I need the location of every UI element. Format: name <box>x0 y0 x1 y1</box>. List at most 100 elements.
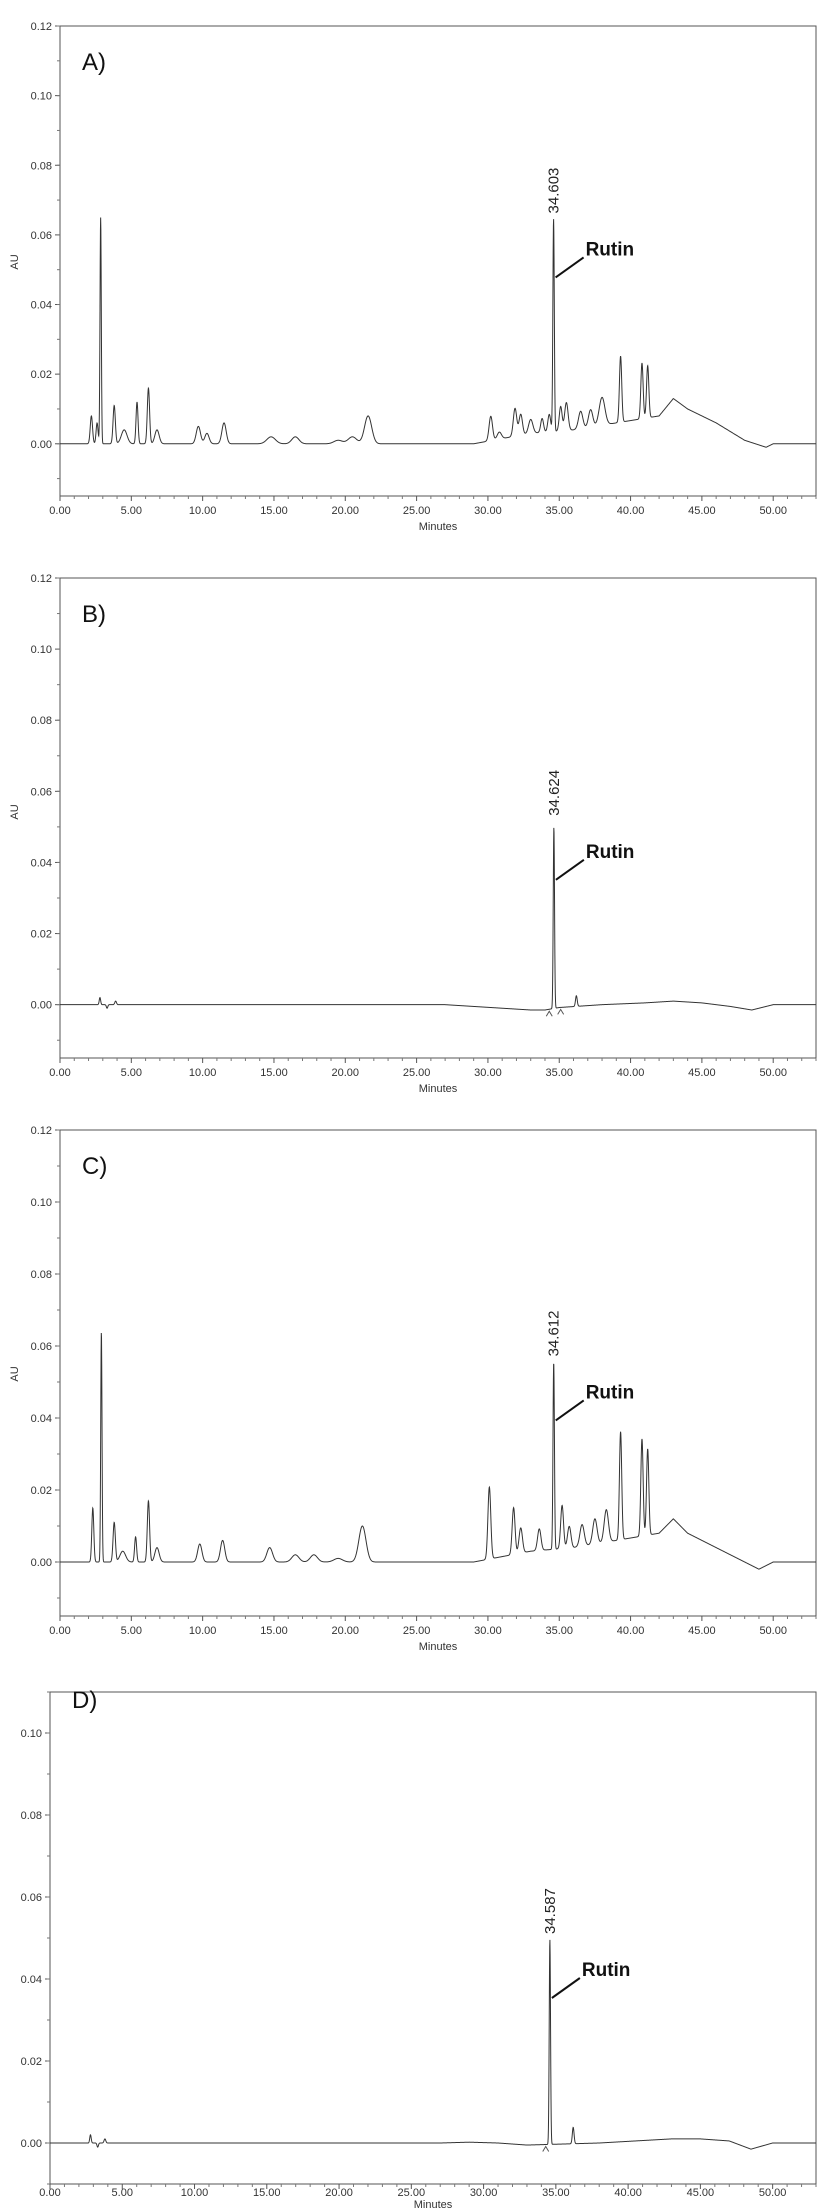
chromatogram-b-svg: 0.00 0.02 0.04 0.06 0.08 0.10 0.12 0.00 5.00 10.0… <box>9 573 817 1095</box>
chromatogram-d-svg: 0.00 0.02 0.04 0.06 0.08 0.10 0.00 5.00 10.00 15.… <box>21 1687 817 2210</box>
peak-leader-line <box>555 858 585 881</box>
x-tick-label: 15.00 <box>260 505 288 517</box>
x-tick-label: 40.00 <box>617 505 645 517</box>
y-axis-title: AU <box>9 1366 21 1381</box>
x-tick-label: 5.00 <box>112 2187 133 2199</box>
y-tick-label: 0.02 <box>31 929 52 941</box>
y-tick-label: 0.10 <box>21 1728 42 1740</box>
y-axis-title: AU <box>9 254 21 269</box>
peak-retention-time: 34.624 <box>546 770 563 816</box>
panel-label: B) <box>82 601 106 628</box>
x-tick-label: 50.00 <box>759 1625 787 1637</box>
x-tick-label: 40.00 <box>617 1625 645 1637</box>
y-tick-label: 0.12 <box>31 1125 52 1137</box>
x-tick-label: 15.00 <box>260 1625 288 1637</box>
plot-frame <box>59 25 817 497</box>
y-tick-label: 0.06 <box>21 1892 42 1904</box>
x-tick-label: 25.00 <box>398 2187 426 2199</box>
x-tick-label: 50.00 <box>759 1067 787 1079</box>
y-tick-label: 0.08 <box>31 1269 52 1281</box>
y-tick-label: 0.00 <box>31 1000 52 1012</box>
y-tick-label: 0.08 <box>31 715 52 727</box>
y-tick-label: 0.00 <box>21 2138 42 2150</box>
x-tick-label: 5.00 <box>121 505 142 517</box>
x-tick-label: 45.00 <box>688 1625 716 1637</box>
y-tick-label: 0.12 <box>31 21 52 33</box>
peak-leader-line <box>555 1399 585 1422</box>
x-tick-label: 10.00 <box>181 2187 209 2199</box>
x-tick-label: 20.00 <box>332 505 360 517</box>
x-tick-label: 25.00 <box>403 1067 431 1079</box>
x-tick-label: 25.00 <box>403 1625 431 1637</box>
y-tick-label: 0.10 <box>31 91 52 103</box>
integration-marker <box>557 1008 565 1015</box>
y-tick-label: 0.10 <box>31 644 52 656</box>
x-tick-label: 40.00 <box>614 2187 642 2199</box>
x-tick-label: 40.00 <box>617 1067 645 1079</box>
y-axis-title: AU <box>9 804 21 819</box>
x-tick-label: 0.00 <box>49 1067 70 1079</box>
x-tick-label: 20.00 <box>332 1067 360 1079</box>
y-tick-label: 0.06 <box>31 1341 52 1353</box>
x-tick-label: 0.00 <box>49 505 70 517</box>
x-tick-label: 30.00 <box>474 1067 502 1079</box>
chromatogram-trace <box>60 1332 816 1570</box>
x-tick-label: 5.00 <box>121 1067 142 1079</box>
x-tick-label: 20.00 <box>332 1625 360 1637</box>
y-tick-label: 0.02 <box>31 369 52 381</box>
panel-label: C) <box>82 1153 107 1180</box>
chromatogram-panel-a: 0.00 0.02 0.04 0.06 0.08 0.10 0.12 0.00 5.00 10.0… <box>0 0 827 552</box>
x-tick-label: 45.00 <box>688 1067 716 1079</box>
peak-name-label: Rutin <box>586 239 635 260</box>
y-tick-label: 0.00 <box>31 1557 52 1569</box>
peak-name-label: Rutin <box>582 1960 631 1981</box>
y-tick-label: 0.12 <box>31 573 52 585</box>
x-tick-label: 15.00 <box>260 1067 288 1079</box>
x-tick-label: 30.00 <box>474 505 502 517</box>
y-tick-label: 0.06 <box>31 230 52 242</box>
integration-marker <box>542 2145 550 2152</box>
x-tick-label: 10.00 <box>189 1625 217 1637</box>
x-tick-label: 35.00 <box>545 1625 573 1637</box>
x-tick-label: 35.00 <box>545 505 573 517</box>
panel-label: D) <box>72 1687 97 1714</box>
peak-leader-line <box>555 256 585 279</box>
x-tick-label: 30.00 <box>474 1625 502 1637</box>
x-tick-label: 15.00 <box>253 2187 281 2199</box>
chromatogram-trace <box>50 1939 816 2150</box>
x-tick-label: 20.00 <box>325 2187 353 2199</box>
peak-leader-line <box>551 1977 581 1999</box>
x-tick-label: 10.00 <box>189 505 217 517</box>
chromatogram-panel-d: 0.00 0.02 0.04 0.06 0.08 0.10 0.00 5.00 10.00 15.… <box>0 1658 827 2210</box>
peak-retention-time: 34.612 <box>546 1311 563 1357</box>
plot-frame <box>49 1691 817 2185</box>
chromatogram-c-svg: 0.00 0.02 0.04 0.06 0.08 0.10 0.12 0.00 5.00 10.0… <box>9 1125 817 1653</box>
y-tick-label: 0.04 <box>31 857 52 869</box>
y-tick-label: 0.04 <box>31 1413 52 1425</box>
x-tick-label: 0.00 <box>49 1625 70 1637</box>
chromatogram-a-svg: 0.00 0.02 0.04 0.06 0.08 0.10 0.12 0.00 5.00 10.0… <box>9 21 817 533</box>
y-tick-label: 0.10 <box>31 1197 52 1209</box>
x-tick-label: 10.00 <box>189 1067 217 1079</box>
x-axis-title: Minutes <box>414 2199 453 2210</box>
y-tick-label: 0.04 <box>21 1974 42 1986</box>
y-tick-label: 0.02 <box>31 1485 52 1497</box>
plot-frame <box>59 577 817 1059</box>
x-axis-title: Minutes <box>419 1641 458 1653</box>
x-tick-label: 50.00 <box>759 2187 787 2199</box>
x-tick-label: 35.00 <box>542 2187 570 2199</box>
y-tick-label: 0.06 <box>31 786 52 798</box>
x-axis-title: Minutes <box>419 1083 458 1095</box>
x-tick-label: 45.00 <box>687 2187 715 2199</box>
y-tick-label: 0.00 <box>31 439 52 451</box>
panel-label: A) <box>82 49 106 76</box>
peak-retention-time: 34.603 <box>546 168 563 214</box>
chromatogram-trace <box>60 827 816 1011</box>
x-tick-label: 5.00 <box>121 1625 142 1637</box>
chromatogram-trace <box>60 217 816 448</box>
y-tick-label: 0.02 <box>21 2056 42 2068</box>
y-tick-label: 0.08 <box>21 1810 42 1822</box>
x-tick-label: 50.00 <box>759 505 787 517</box>
x-axis-title: Minutes <box>419 521 458 533</box>
y-tick-label: 0.04 <box>31 300 52 312</box>
